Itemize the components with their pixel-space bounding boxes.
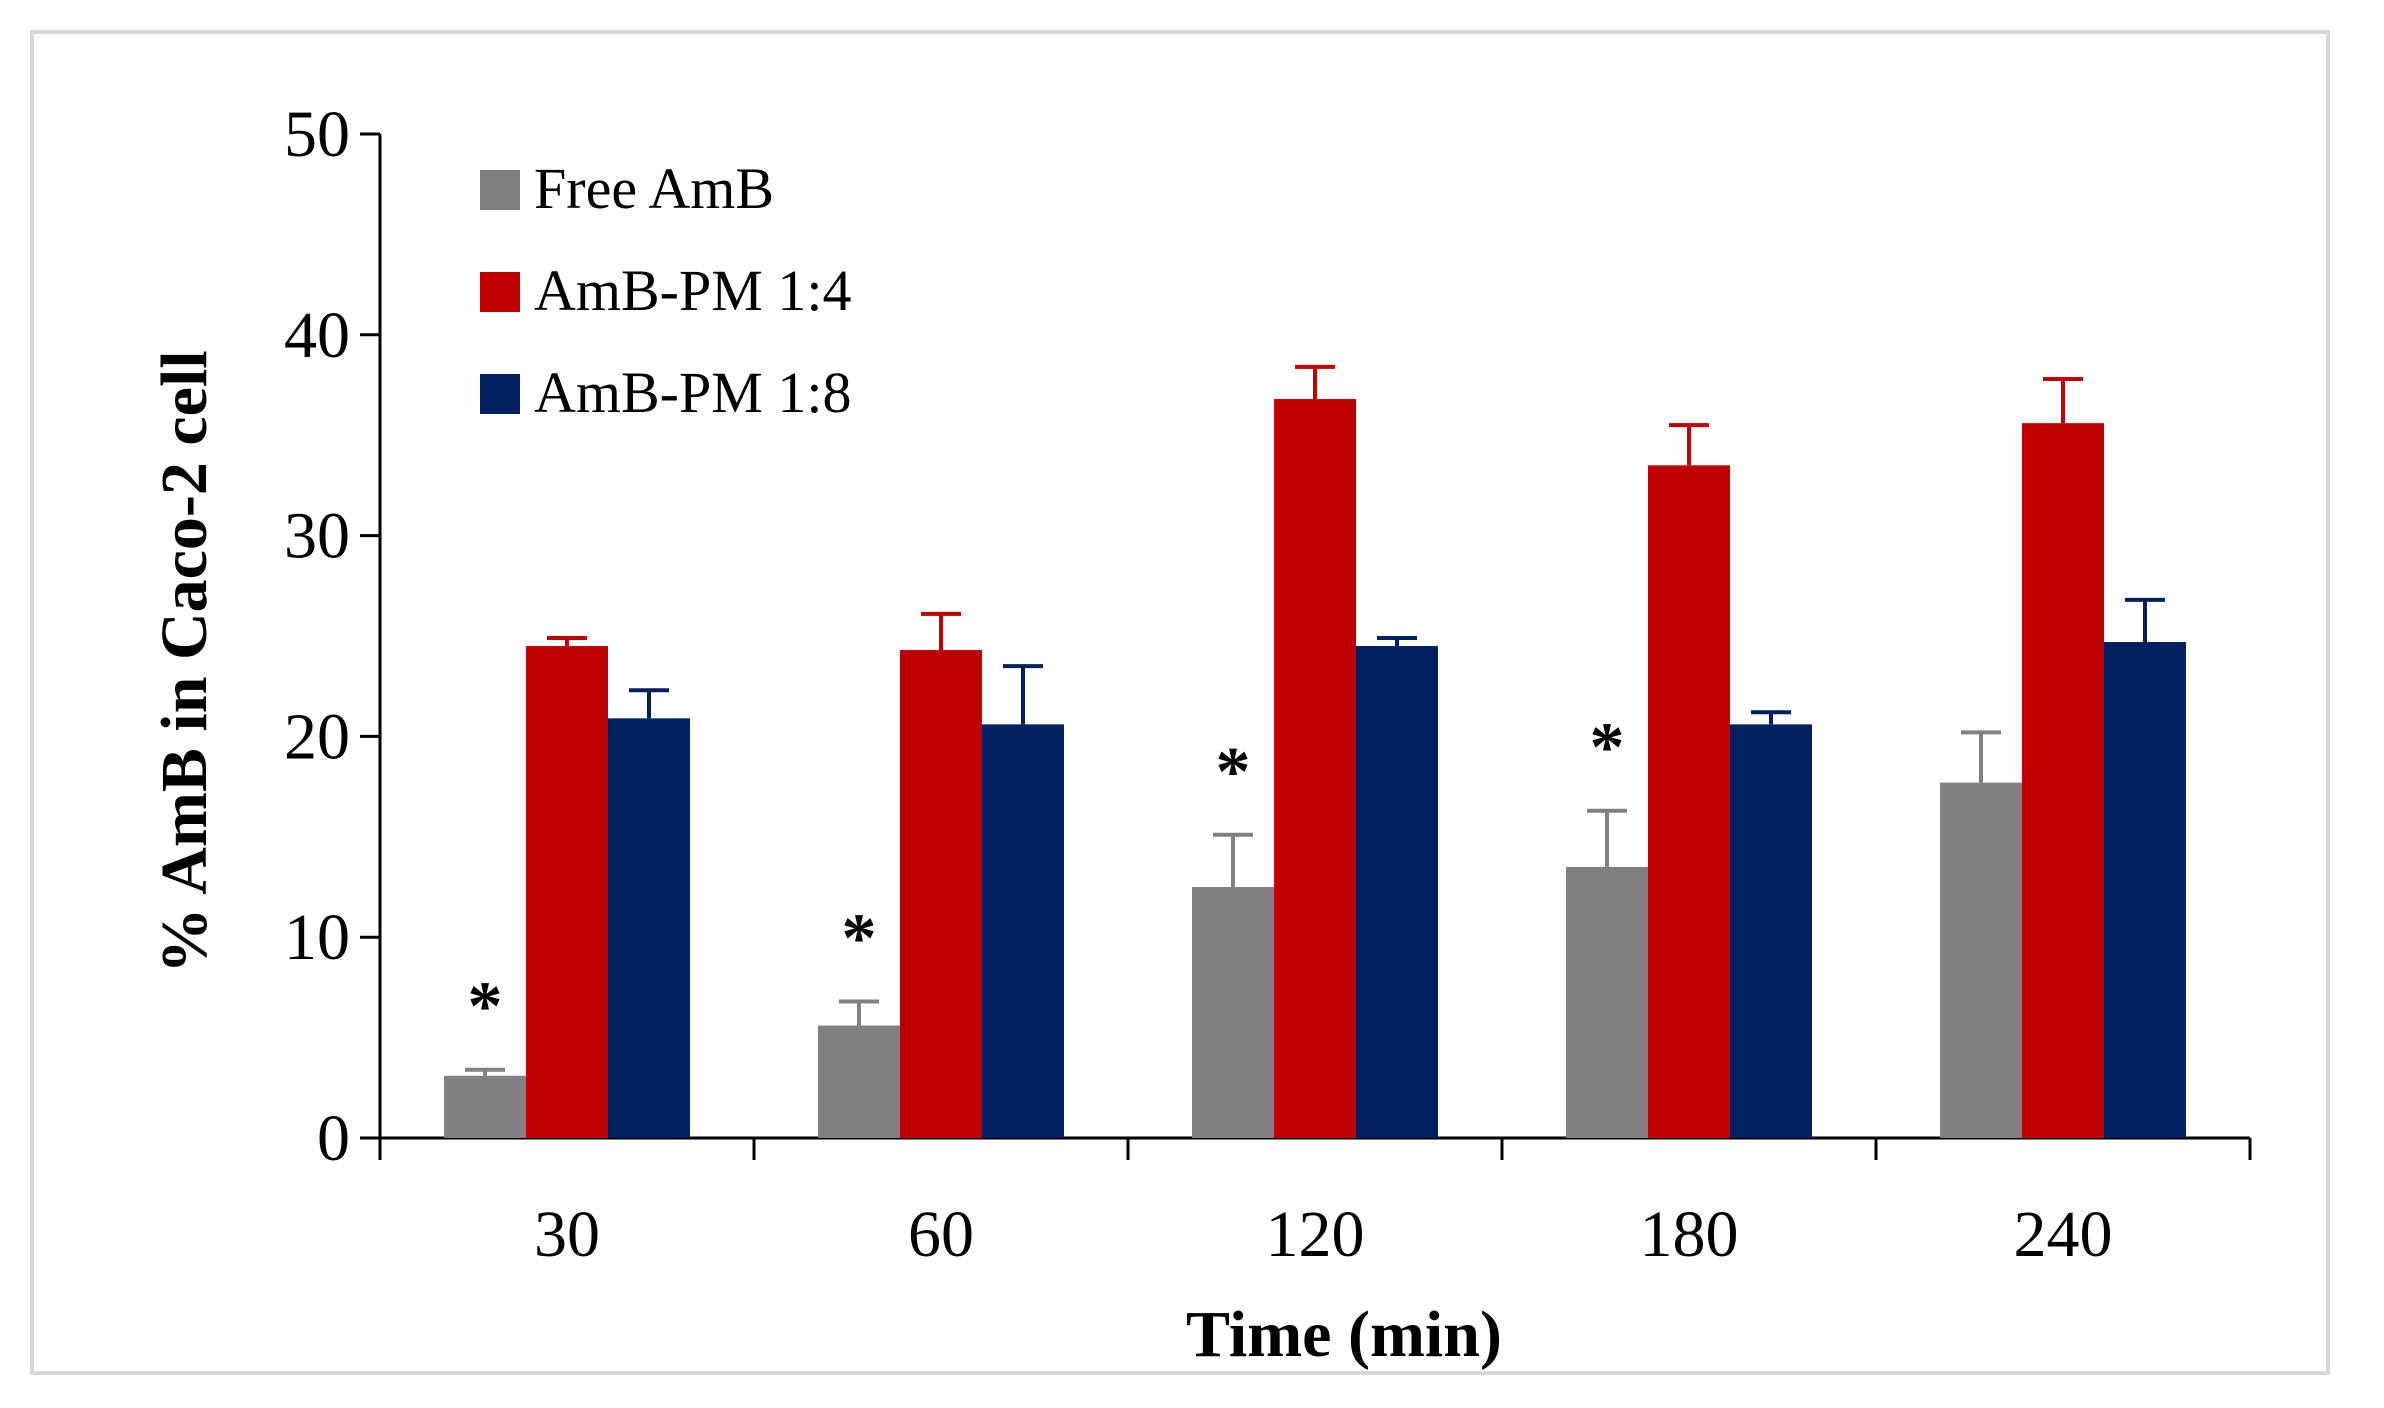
y-tick-labels: 0 10 20 30 40 50 bbox=[284, 98, 350, 1175]
legend-swatch bbox=[480, 272, 520, 312]
bar-chart: 0 10 20 30 40 50 * * * * 30 60 120 180 240 Time (min… bbox=[148, 98, 2252, 1371]
legend-swatch bbox=[480, 374, 520, 414]
bar bbox=[1566, 866, 1648, 1138]
bar bbox=[982, 724, 1064, 1138]
bar bbox=[900, 650, 982, 1138]
figure-frame: 0 10 20 30 40 50 * * * * 30 60 120 180 240 Time (min… bbox=[30, 30, 2330, 1375]
significance-asterisk: * bbox=[468, 969, 503, 1046]
y-tick-label: 10 bbox=[284, 901, 350, 974]
bar bbox=[1730, 724, 1812, 1138]
bar bbox=[1648, 465, 1730, 1138]
x-tick-label: 240 bbox=[2014, 1198, 2113, 1271]
y-axis-title: % AmB in Caco-2 cell bbox=[148, 350, 221, 973]
legend-label: AmB-PM 1:4 bbox=[534, 258, 851, 323]
y-tick-label: 30 bbox=[284, 500, 350, 573]
x-tick-labels: 30 60 120 180 240 bbox=[534, 1198, 2113, 1271]
bar bbox=[818, 1025, 900, 1138]
significance-asterisk: * bbox=[842, 900, 877, 977]
bar bbox=[444, 1075, 526, 1138]
x-axis-title: Time (min) bbox=[1186, 1298, 1502, 1371]
x-tick-label: 60 bbox=[908, 1198, 974, 1271]
x-tick-label: 30 bbox=[534, 1198, 600, 1271]
y-tick-label: 20 bbox=[284, 700, 350, 773]
y-tick-label: 50 bbox=[284, 98, 350, 171]
bar bbox=[1274, 399, 1356, 1138]
bars bbox=[444, 399, 2186, 1139]
bar bbox=[1192, 887, 1274, 1138]
y-tick-label: 0 bbox=[317, 1102, 350, 1175]
error-bars bbox=[465, 364, 2165, 1076]
bar bbox=[526, 646, 608, 1138]
bar bbox=[1356, 646, 1438, 1138]
y-tick-label: 40 bbox=[284, 299, 350, 372]
bar bbox=[1940, 782, 2022, 1138]
significance-asterisk: * bbox=[1216, 734, 1251, 811]
x-tick-label: 180 bbox=[1640, 1198, 1739, 1271]
bar bbox=[2104, 642, 2186, 1138]
legend-swatch bbox=[480, 170, 520, 210]
axes bbox=[360, 132, 2252, 1160]
legend-label: AmB-PM 1:8 bbox=[534, 360, 851, 425]
x-tick-label: 120 bbox=[1266, 1198, 1365, 1271]
bar bbox=[2022, 423, 2104, 1139]
legend: Free AmB AmB-PM 1:4 AmB-PM 1:8 bbox=[480, 156, 851, 425]
bar bbox=[608, 718, 690, 1138]
significance-marks: * * * * bbox=[468, 710, 1625, 1046]
significance-asterisk: * bbox=[1590, 710, 1625, 787]
legend-label: Free AmB bbox=[534, 156, 774, 221]
